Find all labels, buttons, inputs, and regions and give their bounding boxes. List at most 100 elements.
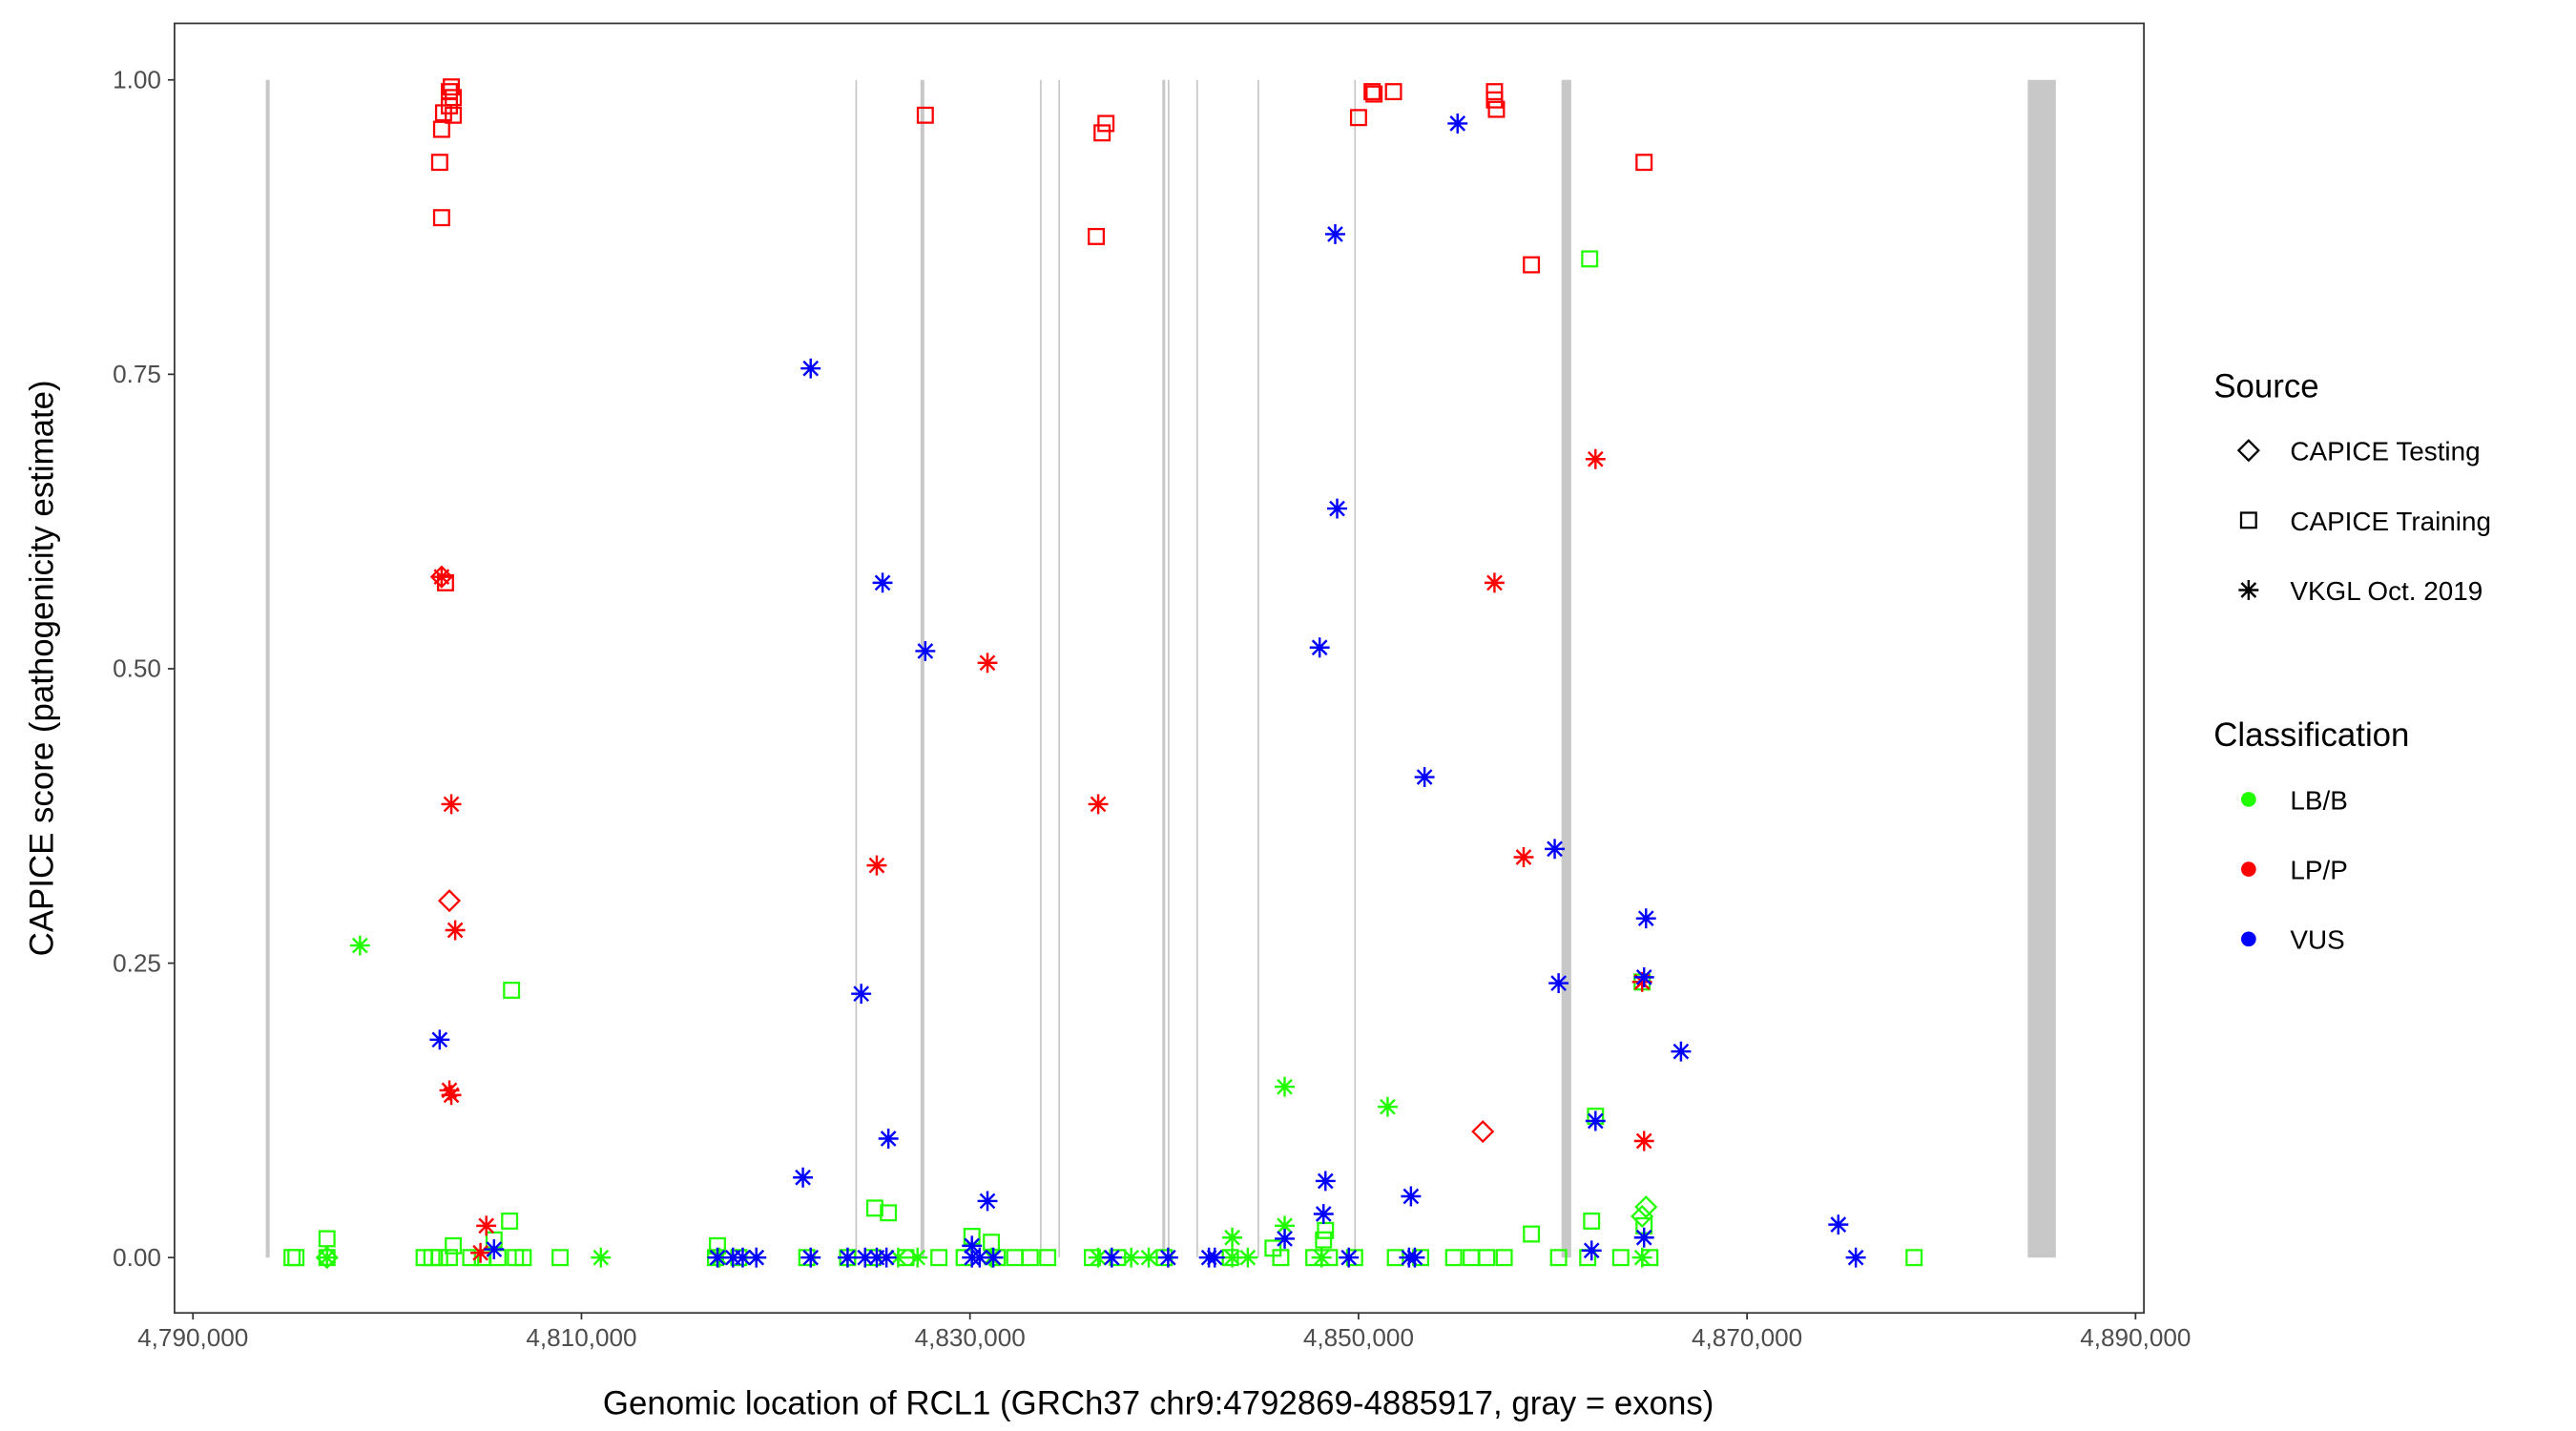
exon-bar [1257,79,1259,1258]
data-point-square [1039,1249,1057,1267]
data-point-asterisk [1513,847,1534,867]
data-point-asterisk [441,1085,462,1106]
data-point-asterisk [349,935,370,956]
data-point-square [501,1212,519,1230]
legend-key-asterisk-icon [2238,580,2259,600]
data-point-asterisk [733,1247,753,1268]
data-point-asterisk [1315,1171,1336,1192]
data-point-square [432,120,450,138]
data-point-asterisk [1631,971,1652,992]
data-point-asterisk [1545,839,1566,860]
data-point-asterisk [1633,966,1654,987]
data-point-square [462,1249,480,1267]
data-point-square [1485,91,1504,109]
data-point-asterisk [1157,1247,1178,1268]
legend: Source Classification CAPICE Testing CAPI… [2213,367,2491,954]
data-point-asterisk [484,1239,505,1260]
data-point-asterisk [907,1247,928,1268]
exon-bar [1039,79,1042,1258]
data-point-square [1583,1212,1601,1230]
data-point-asterisk [746,1247,767,1268]
data-point-asterisk [837,1247,858,1268]
exon-bars [265,79,2056,1258]
legend-label: VUS [2290,925,2344,955]
y-tick-label: 0.50 [113,654,161,683]
data-point-asterisk [1585,448,1606,469]
data-point-asterisk [1635,908,1656,929]
data-point-square [441,1249,458,1267]
exon-bar [1167,79,1170,1258]
data-point-asterisk [317,1247,338,1268]
data-point-asterisk [1585,1110,1606,1131]
data-point-asterisk [800,1247,821,1268]
data-point-square [503,982,521,999]
y-axis-title: CAPICE score (pathogenicity estimate) [24,380,61,956]
data-point-asterisk [915,641,936,661]
data-point-square [1088,227,1106,245]
data-point-asterisk [1237,1247,1258,1268]
legend-label: CAPICE Training [2290,507,2491,536]
data-point-asterisk [1121,1247,1142,1268]
legend-label: CAPICE Testing [2290,437,2480,467]
data-point-asterisk [872,572,893,593]
x-tick-label: 4,890,000 [2080,1323,2191,1352]
data-point-square [1363,83,1381,101]
y-axis: 0.00 0.25 0.50 0.75 1.00 [113,65,175,1272]
data-point-asterisk [1088,794,1109,815]
data-point-square [880,1204,898,1222]
data-point-asterisk [1138,1247,1159,1268]
data-point-asterisk [983,1247,1004,1268]
data-point-square [1478,1249,1496,1267]
data-point-asterisk [887,1247,908,1268]
data-point-square [1365,85,1383,103]
x-tick-label: 4,810,000 [526,1323,636,1352]
data-point-asterisk [855,1247,876,1268]
data-point-asterisk [878,1129,899,1149]
data-point-asterisk [1633,1227,1654,1248]
exon-bar [265,79,270,1258]
data-point-asterisk [866,855,887,876]
data-point-square [514,1249,532,1267]
data-point-square [1264,1239,1282,1257]
data-point-asterisk [591,1247,612,1268]
data-point-square [1317,1221,1335,1239]
data-point-asterisk [1484,572,1505,593]
data-point-asterisk [1845,1247,1866,1268]
data-point-asterisk [1401,1186,1422,1207]
data-point-asterisk [476,1215,497,1236]
legend-key-square-icon [2239,511,2257,529]
data-point-asterisk [445,920,466,941]
legend-label: LB/B [2290,785,2347,815]
data-point-asterisk [800,358,821,379]
data-point-square [1097,114,1115,133]
exon-bar [1162,79,1166,1258]
data-point-asterisk [1339,1247,1360,1268]
data-point-square [1523,1225,1541,1243]
legend-key-dot-icon [2241,861,2256,877]
data-point-asterisk [1275,1076,1295,1097]
data-point-asterisk [969,1247,990,1268]
data-point-asterisk [1581,1240,1602,1261]
data-point-square [930,1249,948,1267]
data-point-asterisk [977,1191,998,1212]
data-point-asterisk [1377,1096,1398,1117]
data-point-square [430,154,448,172]
data-point-asterisk [1671,1041,1692,1062]
legend-key-diamond-icon [2236,439,2260,463]
data-point-square [1635,154,1653,172]
exon-bar [920,79,924,1258]
data-point-square [1093,124,1111,142]
data-point-square [441,96,458,114]
data-point-asterisk [1222,1247,1243,1268]
data-point-square [1523,256,1541,274]
data-point-asterisk [1088,1247,1109,1268]
data-point-asterisk [1313,1204,1334,1224]
data-point-asterisk [1275,1229,1295,1249]
data-point-asterisk [1327,498,1347,519]
data-point-square [287,1249,305,1267]
data-point-asterisk [1311,1247,1332,1268]
x-tick-label: 4,850,000 [1303,1323,1414,1352]
exon-bar [1058,79,1061,1258]
exon-bar [2027,79,2056,1258]
data-points [283,78,1923,1270]
